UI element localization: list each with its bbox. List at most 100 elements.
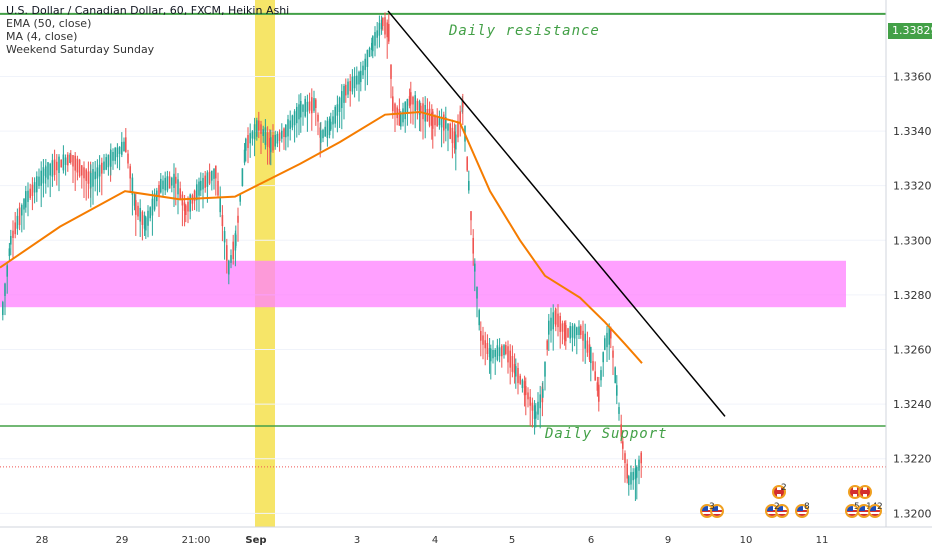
candle-body [137, 205, 139, 217]
candle-body [296, 106, 298, 124]
candle-body [638, 459, 640, 471]
candle-body [550, 317, 552, 331]
candle-body [51, 160, 54, 177]
candle-body [313, 98, 315, 111]
candle-body [476, 286, 478, 299]
price-tick-label: 1.33200 [893, 180, 932, 193]
candle-body [604, 338, 606, 350]
candle-body [168, 176, 171, 189]
candle-body [552, 312, 554, 330]
candle-body [445, 117, 447, 129]
candle-body [87, 171, 90, 184]
candle-body [555, 308, 557, 325]
candle-body [123, 141, 125, 151]
candle-body [129, 166, 131, 179]
candle-body [116, 147, 119, 158]
price-tick-label: 1.33000 [893, 234, 932, 247]
us-flag-icon[interactable] [795, 504, 809, 518]
candle-body [494, 349, 496, 357]
candle-body [535, 411, 537, 419]
candle-body [455, 134, 457, 150]
candle-body [368, 48, 371, 57]
candle-body [371, 42, 373, 50]
candle-body [462, 100, 464, 108]
candle-body [237, 215, 239, 223]
candle-body [578, 326, 580, 335]
candle-body [622, 441, 624, 449]
candle-body [559, 316, 561, 332]
candle-body [422, 103, 424, 120]
candle-body [232, 241, 234, 260]
candle-body [366, 49, 369, 67]
candle-body [276, 133, 279, 144]
candle-body [453, 131, 456, 148]
candle-body [147, 210, 149, 226]
candle-body [162, 180, 164, 190]
us-flag-icon[interactable] [868, 504, 882, 518]
candle-body [239, 194, 241, 202]
candle-body [618, 407, 620, 414]
price-axis[interactable]: 1.32000 1.32200 1.32400 1.32600 1.32800 1.330… [885, 0, 932, 527]
candle-body [420, 105, 422, 113]
candle-body [614, 367, 616, 383]
event-count-badge: 5 [854, 502, 860, 512]
indicator-ma[interactable]: MA (4, close) [6, 30, 78, 43]
candle-body [557, 313, 559, 328]
candle-body [200, 180, 202, 191]
candle-body [521, 379, 524, 389]
candle-body [311, 97, 313, 114]
candle-body [474, 263, 476, 272]
candle-body [480, 331, 482, 341]
candle-body [498, 347, 501, 357]
candle-body [440, 116, 443, 128]
candle-body [118, 146, 121, 154]
candle-body [628, 476, 630, 486]
indicator-ema[interactable]: EMA (50, close) [6, 17, 92, 30]
candle-body [217, 180, 219, 196]
candle-body [215, 165, 217, 179]
candle-body [198, 181, 200, 196]
symbol-title[interactable]: U.S. Dollar / Canadian Dollar, 60, FXCM,… [6, 4, 290, 17]
candle-body [256, 120, 258, 137]
indicator-weekend[interactable]: Weekend Saturday Sunday [6, 43, 155, 56]
time-axis[interactable]: 28 29 21:00 Sep 3 4 5 6 9 10 11 [0, 526, 932, 546]
candle-body [406, 99, 409, 113]
price-tick-label: 1.33600 [893, 70, 932, 83]
candle-body [302, 104, 304, 112]
level-lines [0, 12, 886, 468]
us-flag-icon[interactable] [775, 504, 789, 518]
daily-resistance-label: Daily resistance [449, 23, 600, 39]
candle-body [125, 137, 127, 153]
candle-body [428, 108, 431, 126]
candle-body [293, 111, 296, 126]
candle-body [519, 375, 521, 384]
candle-body [64, 157, 67, 165]
candle-body [426, 109, 429, 122]
us-flag-icon[interactable] [710, 504, 724, 518]
candle-body [347, 81, 349, 95]
candle-body [418, 101, 421, 115]
event-count-badge: 2 [877, 502, 883, 512]
candle-body [482, 335, 484, 345]
candle-body [398, 108, 401, 126]
candle-body [432, 111, 434, 129]
canada-flag-icon[interactable] [772, 485, 786, 499]
candle-body [523, 381, 526, 396]
candle-body [351, 76, 354, 92]
candle-body [345, 84, 347, 96]
candle-body [525, 386, 527, 395]
candle-body [274, 134, 276, 147]
candle-body [610, 327, 612, 339]
candle-body [503, 345, 505, 356]
candle-body [262, 129, 264, 137]
candle-body [171, 177, 173, 186]
candle-body [83, 167, 85, 179]
candle-body [53, 159, 56, 175]
candle-body [434, 115, 436, 126]
candle-body [70, 154, 72, 163]
candle-body [402, 108, 404, 123]
time-tick-label: 29 [116, 535, 129, 546]
candle-body [260, 124, 262, 134]
canada-flag-icon[interactable] [858, 485, 872, 499]
